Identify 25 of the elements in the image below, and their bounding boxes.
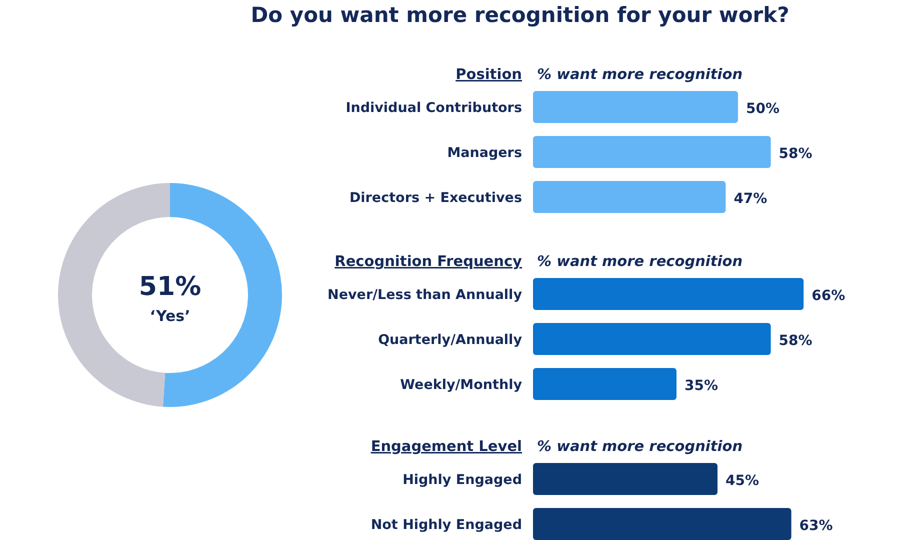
chart-title: Position — [456, 67, 522, 83]
y-tick-label: Quarterly/Annually — [378, 332, 522, 348]
data-label: 47% — [734, 191, 768, 207]
chart-title: Engagement Level — [370, 439, 522, 455]
y-tick-label: Never/Less than Annually — [328, 287, 522, 303]
chart-subtitle: % want more recognition — [537, 67, 743, 83]
text: Do you want more recognition for your work? — [250, 3, 790, 27]
data-label: 51% — [138, 272, 202, 302]
y-tick-label: Weekly/Monthly — [400, 377, 522, 393]
data-label: 58% — [778, 146, 812, 162]
y-tick-label: Managers — [447, 145, 522, 161]
y-tick-label: Individual Contributors — [346, 100, 522, 116]
data-label: 58% — [778, 333, 812, 349]
chart-title: Recognition Frequency — [334, 254, 523, 270]
data-label: 50% — [746, 101, 780, 117]
y-tick-label: Highly Engaged — [402, 472, 522, 488]
data-label: 45% — [726, 473, 760, 489]
chart-subtitle: % want more recognition — [537, 254, 743, 270]
y-tick-label: Directors + Executives — [349, 190, 522, 206]
data-label: 63% — [799, 518, 833, 534]
y-tick-label: Not Highly Engaged — [370, 517, 522, 533]
chart-subtitle: % want more recognition — [537, 439, 743, 455]
slice-label: ‘Yes’ — [150, 307, 190, 325]
data-label: 66% — [812, 288, 846, 304]
data-label: 35% — [684, 378, 718, 394]
